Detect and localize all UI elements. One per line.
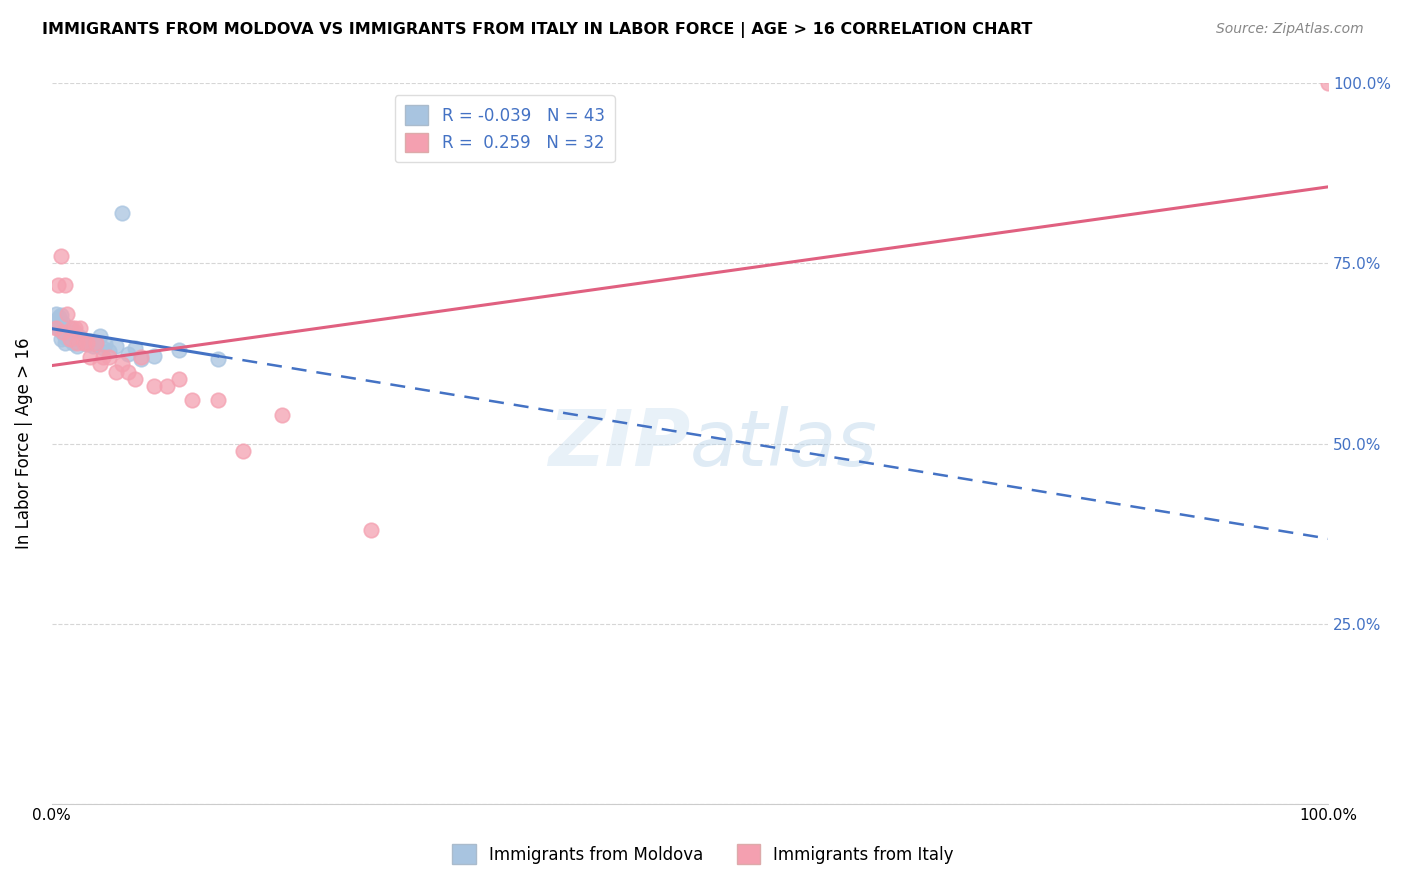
Text: ZIP: ZIP xyxy=(548,406,690,482)
Point xyxy=(98,344,121,359)
Point xyxy=(45,318,67,332)
Point xyxy=(76,337,98,351)
Point xyxy=(69,330,91,344)
Point xyxy=(82,339,104,353)
Point xyxy=(59,327,82,342)
Point xyxy=(63,325,86,339)
Point xyxy=(117,346,139,360)
Legend: Immigrants from Moldova, Immigrants from Italy: Immigrants from Moldova, Immigrants from… xyxy=(446,838,960,871)
Point xyxy=(1317,77,1340,91)
Point xyxy=(60,332,83,346)
Point xyxy=(232,443,254,458)
Point xyxy=(360,523,382,537)
Point xyxy=(60,321,83,335)
Text: Source: ZipAtlas.com: Source: ZipAtlas.com xyxy=(1216,22,1364,37)
Text: IMMIGRANTS FROM MOLDOVA VS IMMIGRANTS FROM ITALY IN LABOR FORCE | AGE > 16 CORRE: IMMIGRANTS FROM MOLDOVA VS IMMIGRANTS FR… xyxy=(42,22,1032,38)
Point xyxy=(86,335,108,350)
Point xyxy=(111,357,134,371)
Point xyxy=(76,335,98,350)
Point xyxy=(53,330,76,344)
Point xyxy=(55,328,77,343)
Point xyxy=(62,335,84,350)
Point xyxy=(207,393,229,408)
Point xyxy=(45,321,67,335)
Point xyxy=(44,314,66,328)
Point xyxy=(69,321,91,335)
Point xyxy=(270,408,292,422)
Point xyxy=(53,278,76,293)
Point xyxy=(51,325,73,339)
Point xyxy=(56,307,79,321)
Point xyxy=(46,321,69,335)
Point xyxy=(89,357,111,371)
Point xyxy=(59,330,82,344)
Point xyxy=(58,332,80,346)
Point xyxy=(46,312,69,326)
Point xyxy=(181,393,204,408)
Point xyxy=(129,350,152,364)
Point xyxy=(79,334,101,349)
Legend: R = -0.039   N = 43, R =  0.259   N = 32: R = -0.039 N = 43, R = 0.259 N = 32 xyxy=(395,95,614,162)
Point xyxy=(124,372,146,386)
Point xyxy=(207,351,229,366)
Point xyxy=(86,337,108,351)
Point xyxy=(59,332,82,346)
Point xyxy=(142,349,165,363)
Point xyxy=(91,350,114,364)
Point xyxy=(66,339,89,353)
Point xyxy=(104,364,127,378)
Point xyxy=(59,321,82,335)
Point xyxy=(53,335,76,350)
Point xyxy=(104,339,127,353)
Point xyxy=(45,307,67,321)
Point xyxy=(111,206,134,220)
Point xyxy=(94,337,117,351)
Y-axis label: In Labor Force | Age > 16: In Labor Force | Age > 16 xyxy=(15,338,32,549)
Point xyxy=(49,309,72,323)
Point xyxy=(117,364,139,378)
Point xyxy=(156,379,179,393)
Point xyxy=(46,278,69,293)
Point xyxy=(56,325,79,339)
Point xyxy=(52,319,75,334)
Point xyxy=(142,379,165,393)
Point xyxy=(89,328,111,343)
Point xyxy=(169,343,191,357)
Point xyxy=(124,342,146,356)
Point xyxy=(98,350,121,364)
Point xyxy=(52,316,75,330)
Point xyxy=(49,249,72,263)
Point xyxy=(52,325,75,339)
Point xyxy=(51,321,73,335)
Point xyxy=(48,310,70,325)
Point xyxy=(91,342,114,356)
Point xyxy=(73,335,96,350)
Point xyxy=(79,350,101,364)
Point xyxy=(53,325,76,339)
Point xyxy=(73,335,96,350)
Text: atlas: atlas xyxy=(690,406,877,482)
Point xyxy=(49,332,72,346)
Point xyxy=(169,372,191,386)
Point xyxy=(63,321,86,335)
Point xyxy=(66,335,89,350)
Point xyxy=(129,351,152,366)
